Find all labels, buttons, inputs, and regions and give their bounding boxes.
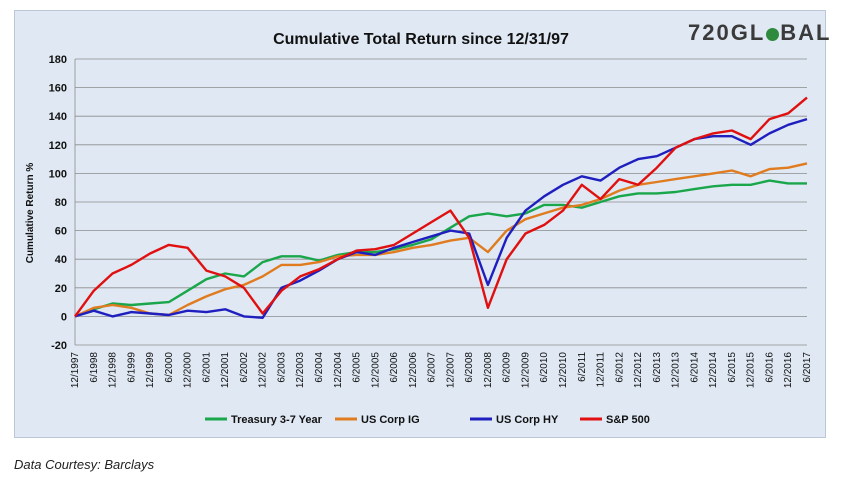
x-tick-label: 12/2013 xyxy=(671,352,682,389)
x-tick-label: 6/2000 xyxy=(164,352,175,383)
x-tick-label: 12/2004 xyxy=(333,352,344,389)
x-tick-label: 6/2006 xyxy=(389,352,400,383)
y-tick-label: 180 xyxy=(49,54,67,66)
data-source-note: Data Courtesy: Barclays xyxy=(14,457,155,472)
brand-logo: 720GL BAL xyxy=(688,20,831,46)
legend: Treasury 3-7 Year US Corp IG US Corp HY S&P… xyxy=(205,414,650,426)
x-tick-label: 12/1998 xyxy=(108,352,119,389)
y-tick-label: -20 xyxy=(51,340,67,352)
y-tick-label: 140 xyxy=(49,111,67,123)
x-tick-label: 12/2006 xyxy=(408,352,419,389)
x-tick-label: 6/2011 xyxy=(577,352,588,382)
x-tick-label: 12/2010 xyxy=(558,352,569,389)
series-line-1 xyxy=(74,162,808,318)
x-tick-label: 6/1999 xyxy=(126,352,137,383)
series-line-3 xyxy=(74,96,808,318)
globe-icon xyxy=(766,28,780,41)
x-tick-label: 12/2012 xyxy=(633,352,644,389)
y-tick-label: 0 xyxy=(61,311,67,323)
x-tick-label: 6/2009 xyxy=(502,352,513,383)
legend-label: US Corp HY xyxy=(496,414,559,426)
x-tick-label: 12/2016 xyxy=(783,352,794,389)
y-tick-labels: -20 0 20 40 60 80 100 120 140 160 180 xyxy=(49,54,67,352)
logo-text-right: BAL xyxy=(780,20,832,45)
x-tick-label: 12/1999 xyxy=(145,352,156,389)
x-tick-label: 12/2011 xyxy=(596,352,607,388)
x-tick-label: 6/1998 xyxy=(89,352,100,383)
x-tick-label: 6/2015 xyxy=(727,352,738,383)
x-tick-label: 6/2007 xyxy=(427,352,438,383)
x-tick-label: 12/2014 xyxy=(708,352,719,389)
x-tick-label: 6/2017 xyxy=(802,352,813,383)
y-tick-label: 100 xyxy=(49,168,67,180)
x-tick-label: 6/2003 xyxy=(276,352,287,383)
y-tick-label: 20 xyxy=(55,283,67,295)
x-tick-label: 12/2001 xyxy=(220,352,231,389)
x-tick-label: 6/2004 xyxy=(314,352,325,383)
x-tick-labels: 12/1997 6/1998 12/1998 6/1999 12/1999 6/2000 1… xyxy=(70,352,813,389)
chart-title: Cumulative Total Return since 12/31/97 xyxy=(273,31,569,48)
y-tick-label: 120 xyxy=(49,140,67,152)
x-tick-label: 12/2005 xyxy=(370,352,381,389)
logo-text-left: 720GL xyxy=(688,20,766,45)
x-tick-label: 6/2016 xyxy=(764,352,775,383)
x-tick-label: 6/2001 xyxy=(201,352,212,383)
x-tick-label: 12/2000 xyxy=(183,352,194,389)
y-tick-label: 40 xyxy=(55,254,67,266)
y-tick-label: 60 xyxy=(55,226,67,238)
x-tick-label: 12/2007 xyxy=(445,352,456,389)
grid-lines xyxy=(74,58,807,346)
x-tick-label: 12/2008 xyxy=(483,352,494,389)
x-tick-label: 12/1997 xyxy=(70,352,81,389)
legend-label: S&P 500 xyxy=(606,414,650,426)
series-lines xyxy=(74,96,808,319)
line-chart: Cumulative Total Return since 12/31/97 C… xyxy=(25,31,813,426)
y-axis-label: Cumulative Return % xyxy=(25,163,36,264)
chart-frame: Cumulative Total Return since 12/31/97 C… xyxy=(14,10,826,438)
x-tick-label: 12/2009 xyxy=(520,352,531,389)
x-tick-label: 6/2002 xyxy=(239,352,250,383)
x-tick-label: 12/2015 xyxy=(746,352,757,389)
x-tick-label: 6/2014 xyxy=(689,352,700,383)
x-tick-label: 6/2012 xyxy=(614,352,625,383)
x-tick-label: 6/2013 xyxy=(652,352,663,383)
x-tick-label: 12/2003 xyxy=(295,352,306,389)
y-tick-label: 160 xyxy=(49,83,67,95)
legend-label: Treasury 3-7 Year xyxy=(231,414,323,426)
y-tick-label: 80 xyxy=(55,197,67,209)
x-tick-label: 6/2005 xyxy=(352,352,363,383)
x-tick-label: 6/2010 xyxy=(539,352,550,383)
legend-label: US Corp IG xyxy=(361,414,420,426)
x-tick-label: 6/2008 xyxy=(464,352,475,383)
x-tick-label: 12/2002 xyxy=(258,352,269,389)
